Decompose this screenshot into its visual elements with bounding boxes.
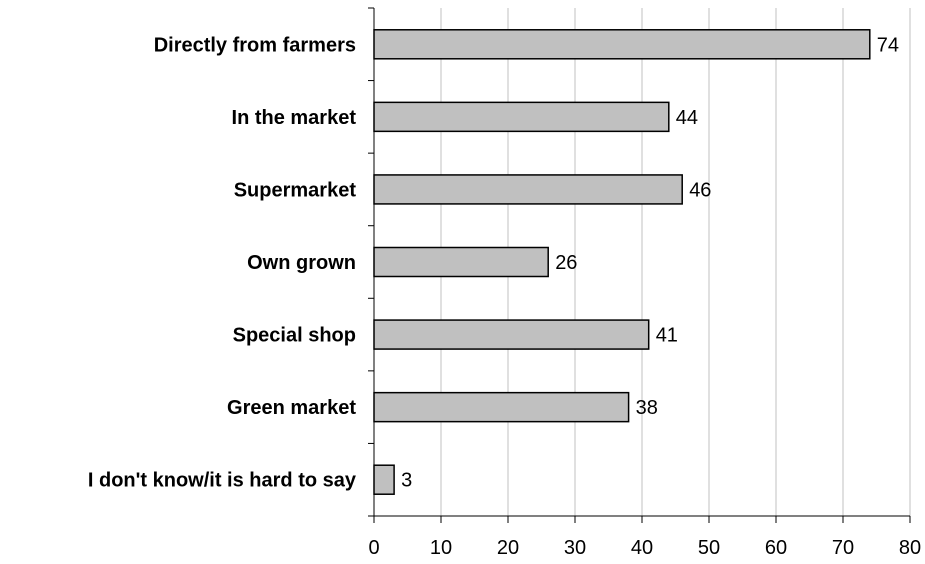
x-tick-label-10: 10 — [430, 537, 452, 559]
category-label-6: I don't know/it is hard to say — [88, 470, 357, 492]
labels: Directly from farmers 74 In the market 44 Su… — [88, 7, 921, 559]
value-label-4: 41 — [656, 325, 678, 347]
value-label-1: 44 — [676, 107, 698, 129]
category-label-5: Green market — [227, 397, 356, 419]
grid-lines — [440, 8, 911, 516]
category-label-4: Special shop — [233, 325, 356, 347]
category-label-0: Directly from farmers — [154, 34, 356, 56]
bar-4 — [373, 319, 650, 350]
bar-6 — [373, 464, 395, 495]
x-tick-label-80: 80 — [899, 537, 921, 559]
value-label-6: 3 — [401, 470, 412, 492]
category-label-3: Own grown — [247, 252, 356, 274]
x-tick-label-50: 50 — [698, 537, 720, 559]
x-tick-label-60: 60 — [765, 537, 787, 559]
x-tick-label-70: 70 — [832, 537, 854, 559]
value-label-3: 26 — [555, 252, 577, 274]
bar-0 — [373, 29, 871, 60]
bar-2 — [373, 174, 683, 205]
category-label-2: Supermarket — [234, 179, 357, 201]
value-label-2: 46 — [689, 179, 711, 201]
x-tick-label-20: 20 — [497, 537, 519, 559]
bars — [373, 29, 871, 495]
x-tick-label-0: 0 — [368, 537, 379, 559]
bar-1 — [373, 101, 670, 133]
value-label-5: 38 — [636, 397, 658, 419]
value-label-0: 74 — [877, 34, 899, 56]
bar-3 — [373, 246, 549, 278]
x-tick-label-40: 40 — [631, 537, 653, 559]
x-tick-label-30: 30 — [564, 537, 586, 559]
category-label-1: In the market — [232, 107, 357, 129]
bar-5 — [373, 391, 630, 423]
